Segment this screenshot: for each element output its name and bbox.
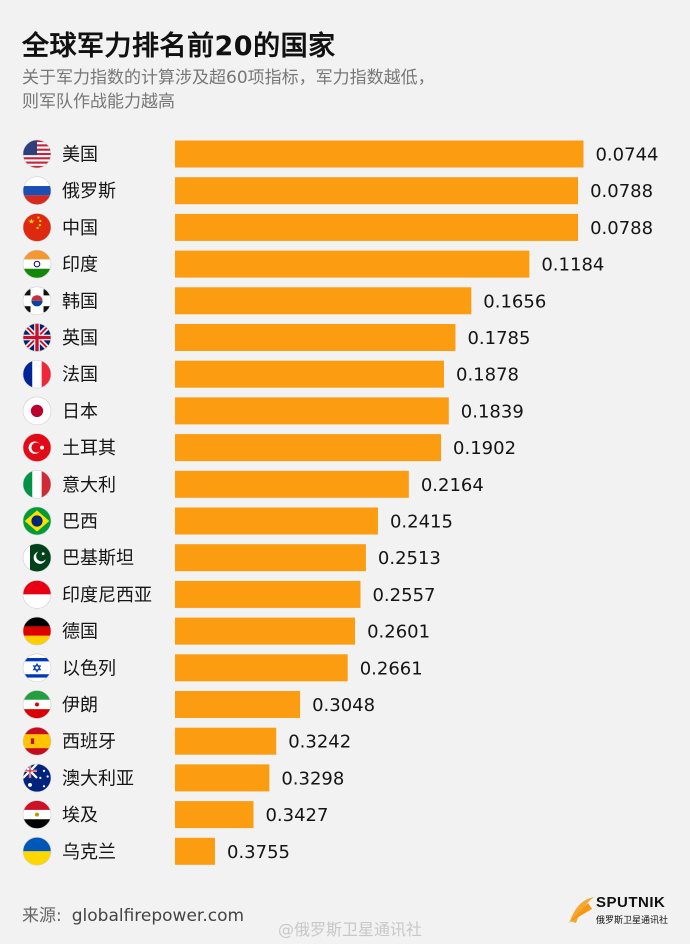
bar (175, 837, 215, 865)
country-label: 巴西 (62, 512, 98, 533)
source-line: 来源: globalfirepower.com (22, 901, 244, 926)
pakistan-flag-icon (22, 543, 52, 573)
value-label: 0.3755 (227, 842, 290, 863)
bar (175, 434, 442, 462)
value-label: 0.0788 (590, 181, 653, 202)
value-label: 0.3427 (265, 805, 328, 826)
brazil-flag-icon (22, 506, 52, 536)
bar (175, 617, 356, 645)
bar (175, 654, 348, 682)
bar-chart: 美国 0.0744 俄罗斯 0.0788 中国 0.0788 印度 0.1184 韩国 0.165… (22, 139, 658, 866)
subtitle-line-1: 关于军力指数的计算涉及超60项指标，军力指数越低， (22, 68, 435, 88)
value-label: 0.2661 (360, 658, 423, 679)
country-label: 德国 (62, 622, 98, 643)
bar (175, 360, 445, 388)
us-flag-icon (22, 139, 52, 169)
south-korea-flag-icon (22, 286, 52, 316)
japan-flag-icon (22, 396, 52, 426)
bar (175, 177, 579, 205)
germany-flag-icon (22, 616, 52, 646)
bar (175, 397, 449, 425)
country-label: 日本 (62, 401, 98, 422)
country-label: 美国 (62, 145, 98, 166)
value-label: 0.0744 (595, 145, 658, 166)
country-label: 中国 (62, 218, 98, 239)
country-label: 法国 (62, 365, 98, 386)
israel-flag-icon (22, 653, 52, 683)
source-prefix: 来源: (22, 906, 62, 926)
country-label: 以色列 (62, 658, 116, 679)
value-label: 0.2601 (367, 622, 430, 643)
indonesia-flag-icon (22, 580, 52, 609)
country-label: 西班牙 (62, 732, 116, 753)
country-label: 意大利 (62, 475, 116, 496)
bar (175, 727, 277, 755)
value-label: 0.0788 (590, 218, 653, 239)
country-label: 乌克兰 (62, 842, 116, 863)
value-label: 0.3048 (312, 695, 375, 716)
ukraine-flag-icon (22, 836, 52, 866)
value-label: 0.2164 (421, 475, 484, 496)
country-label: 埃及 (62, 805, 98, 826)
bar (175, 764, 270, 792)
bar (175, 544, 366, 572)
country-label: 印度尼西亚 (62, 585, 152, 606)
egypt-flag-icon (22, 800, 52, 829)
value-label: 0.2557 (372, 585, 435, 606)
china-flag-icon (22, 213, 52, 242)
country-label: 韩国 (62, 291, 98, 312)
russia-flag-icon (22, 176, 52, 206)
uk-flag-icon (22, 323, 52, 352)
watermark: @俄罗斯卫星通讯社 (278, 920, 423, 939)
value-label: 0.1839 (461, 401, 524, 422)
country-label: 英国 (62, 328, 98, 349)
bar (175, 287, 472, 315)
value-label: 0.3298 (281, 768, 344, 789)
value-label: 0.3242 (288, 732, 351, 753)
country-label: 印度 (62, 255, 98, 276)
value-label: 0.1656 (483, 291, 546, 312)
france-flag-icon (22, 359, 52, 389)
india-flag-icon (22, 249, 52, 279)
bar (175, 324, 456, 351)
subtitle-line-2: 则军队作战能力越高 (22, 92, 175, 112)
logo-name: SPUTNIK (596, 894, 666, 911)
bar (175, 213, 579, 241)
bar (175, 580, 361, 608)
sputnik-logo-icon (568, 897, 594, 923)
value-label: 0.1184 (541, 255, 604, 276)
sputnik-logo: SPUTNIK 俄罗斯卫星通讯社 (566, 891, 678, 931)
value-label: 0.1902 (453, 438, 516, 459)
source-link[interactable]: globalfirepower.com (71, 906, 245, 926)
bar (175, 507, 378, 535)
page-title: 全球军力排名前20的国家 (22, 31, 336, 62)
bar (175, 691, 301, 718)
bar (175, 470, 409, 498)
value-label: 0.2513 (378, 548, 441, 569)
page-subtitle: 关于军力指数的计算涉及超60项指标，军力指数越低， 则军队作战能力越高 (22, 66, 622, 114)
bar (175, 250, 530, 278)
turkey-flag-icon (22, 433, 52, 462)
country-label: 伊朗 (62, 695, 98, 716)
value-label: 0.1878 (456, 365, 519, 386)
iran-flag-icon (22, 690, 52, 719)
country-label: 土耳其 (62, 438, 116, 459)
bar (175, 801, 254, 829)
bar (175, 140, 584, 168)
country-label: 巴基斯坦 (62, 548, 134, 569)
australia-flag-icon (22, 763, 52, 793)
country-label: 俄罗斯 (62, 181, 116, 202)
value-label: 0.2415 (390, 512, 453, 533)
italy-flag-icon (22, 469, 52, 499)
country-label: 澳大利亚 (62, 768, 134, 789)
spain-flag-icon (22, 726, 52, 756)
logo-subtitle: 俄罗斯卫星通讯社 (596, 916, 669, 926)
value-label: 0.1785 (467, 328, 530, 349)
